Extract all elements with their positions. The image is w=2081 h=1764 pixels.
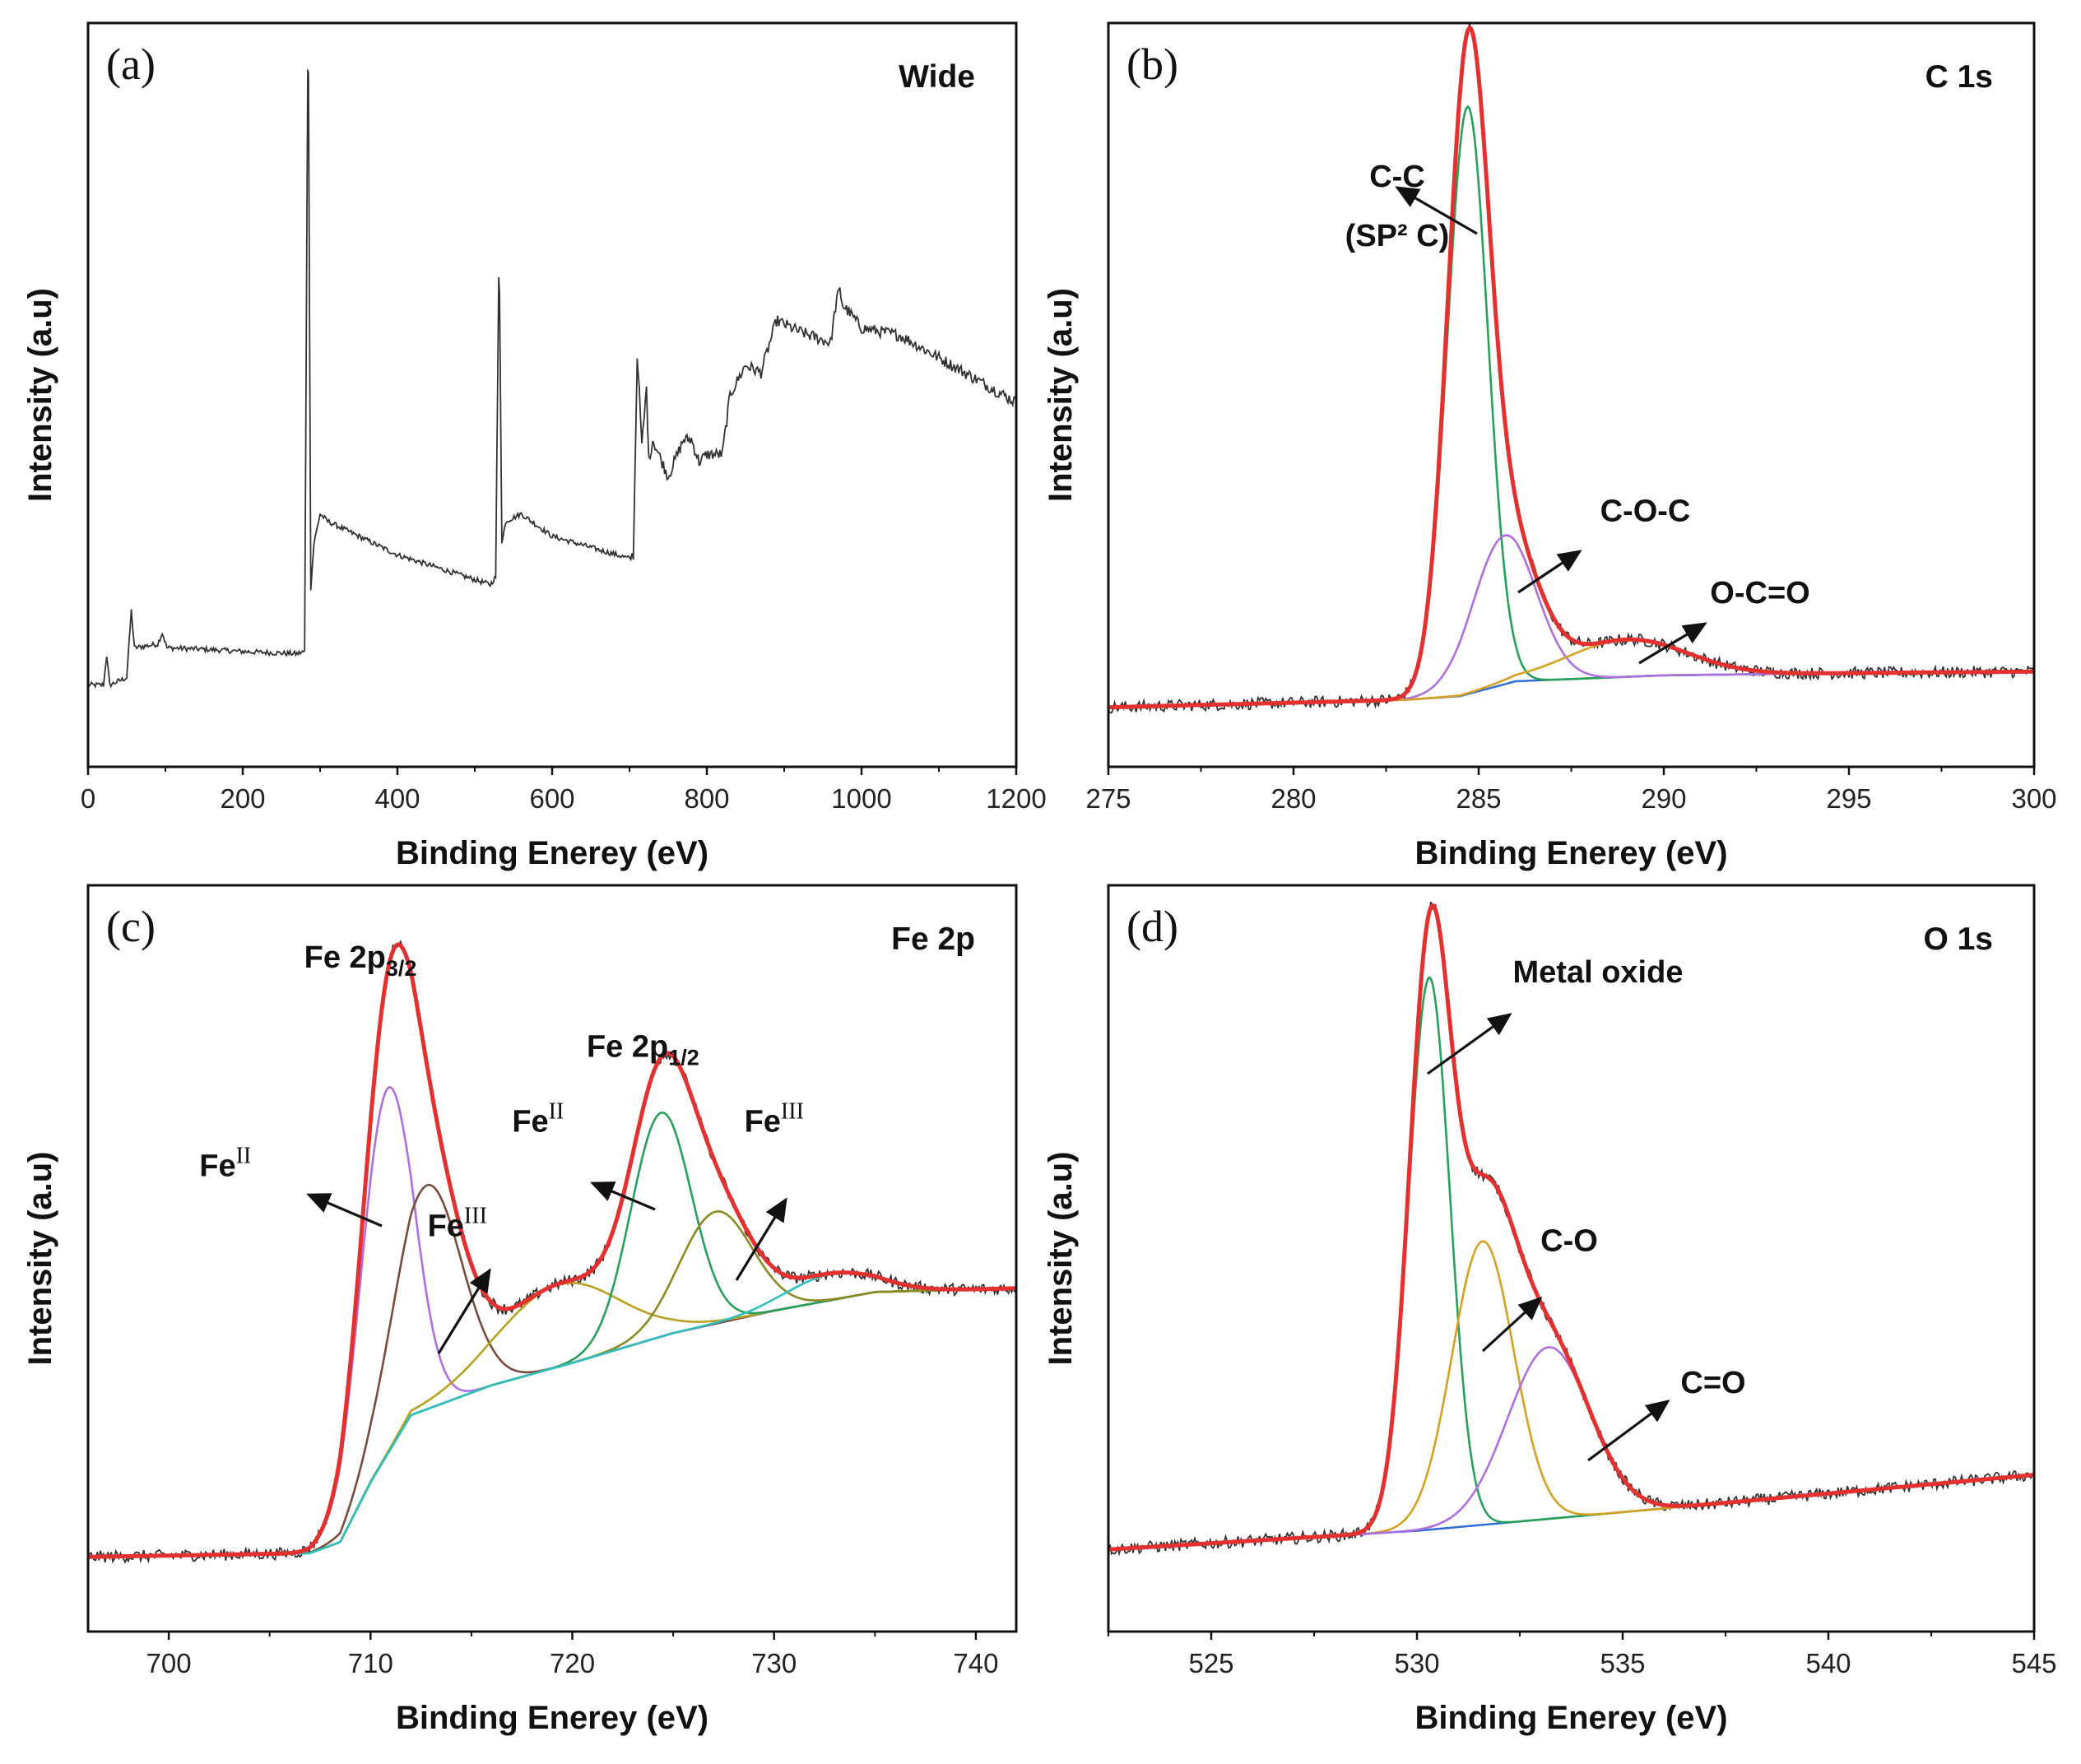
x-tick-label: 545 bbox=[2011, 1648, 2056, 1678]
envelope-line bbox=[1108, 25, 2034, 710]
component-peak-1 bbox=[88, 1183, 1016, 1558]
annotation-label: C=O bbox=[1680, 1366, 1745, 1400]
plot-area-a bbox=[88, 69, 1016, 689]
annotation-arrow bbox=[1587, 1400, 1670, 1462]
x-tick-label: 600 bbox=[529, 783, 574, 814]
annotation-arrow bbox=[1395, 186, 1478, 235]
chart-panel-d: 525 530 535 540 545 Binding Enerey (eV) Intens… bbox=[1043, 884, 2057, 1736]
plot-frame-a bbox=[86, 21, 1018, 768]
plot-area-c bbox=[88, 940, 1016, 1564]
annotation-arrow bbox=[306, 1193, 383, 1228]
chart-panel-a: 0 200 400 600 800 1000 1200 Binding Enerey (eV)… bbox=[22, 21, 1047, 871]
component-peak-2 bbox=[88, 1282, 1016, 1558]
x-tick-label: 720 bbox=[550, 1648, 595, 1678]
x-tick-label: 700 bbox=[146, 1648, 192, 1678]
annotation-label: FeIII bbox=[428, 1203, 487, 1243]
x-tick-label: 1000 bbox=[831, 783, 891, 814]
annotation-arrow bbox=[1638, 622, 1707, 665]
envelope-line bbox=[88, 942, 1016, 1559]
component-peak-0 bbox=[1108, 104, 2034, 708]
x-axis-title: Binding Enerey (eV) bbox=[396, 1700, 708, 1736]
x-tick-label: 1200 bbox=[986, 783, 1046, 814]
annotation-label: C-O-C bbox=[1600, 494, 1691, 529]
y-axis-title: Intensity (a.u) bbox=[22, 288, 58, 502]
x-axis-title: Binding Enerey (eV) bbox=[1414, 835, 1727, 871]
annotation-label: FeII bbox=[199, 1144, 251, 1184]
series-survey-line bbox=[88, 69, 1016, 689]
panel-title: O 1s bbox=[1923, 921, 1993, 957]
component-peak-5 bbox=[88, 1271, 1016, 1558]
component-peak-0 bbox=[1108, 976, 2034, 1551]
component-peak-1 bbox=[1108, 1240, 2034, 1551]
annotation-arrow bbox=[1517, 550, 1582, 594]
annotation-label: Metal oxide bbox=[1513, 955, 1684, 990]
panel-title: C 1s bbox=[1925, 59, 1993, 95]
x-tick-label: 535 bbox=[1600, 1648, 1645, 1678]
raw-data-line bbox=[88, 940, 1016, 1564]
x-tick-label: 290 bbox=[1641, 783, 1686, 814]
panel-title: Fe 2p bbox=[891, 921, 975, 957]
plot-area-d bbox=[1108, 901, 2034, 1557]
plot-frame-c bbox=[86, 884, 1018, 1633]
x-tick-label: 0 bbox=[81, 783, 95, 814]
panel-label: (c) bbox=[106, 902, 156, 951]
annotation-arrow bbox=[1427, 1013, 1512, 1075]
annotation-arrow bbox=[1481, 1296, 1543, 1353]
plot-area-b bbox=[1108, 23, 2034, 714]
x-tick-label: 530 bbox=[1394, 1648, 1439, 1678]
x-tick-label: 295 bbox=[1826, 783, 1871, 814]
envelope-line bbox=[1108, 903, 2034, 1552]
x-tick-label: 200 bbox=[220, 783, 265, 814]
x-tick-label: 280 bbox=[1270, 783, 1316, 814]
x-tick-label: 525 bbox=[1188, 1648, 1233, 1678]
raw-data-line bbox=[1108, 23, 2034, 714]
annotation-label: C-O bbox=[1540, 1223, 1598, 1258]
annotation-arrow bbox=[735, 1197, 787, 1281]
panel-label: (b) bbox=[1126, 39, 1178, 89]
x-tick-label: 285 bbox=[1456, 783, 1501, 814]
component-peak-4 bbox=[88, 1210, 1016, 1558]
chart-panel-b: 275 280 285 290 295 300 Binding Enerey (eV) Int… bbox=[1043, 21, 2057, 871]
y-axis-title: Intensity (a.u) bbox=[1043, 1151, 1079, 1365]
component-peak-1 bbox=[1108, 534, 2034, 708]
panel-title: Wide bbox=[899, 59, 975, 95]
x-tick-label: 400 bbox=[374, 783, 420, 814]
annotation-label: Fe 2p1/2 bbox=[587, 1030, 699, 1070]
chart-panel-c: 700 710 720 730 740 Binding Enerey (eV) Intens… bbox=[22, 884, 1018, 1736]
y-axis-title: Intensity (a.u) bbox=[22, 1151, 58, 1365]
annotation-label: O-C=O bbox=[1710, 576, 1809, 610]
x-tick-label: 800 bbox=[684, 783, 729, 814]
x-tick-label: 300 bbox=[2011, 783, 2056, 814]
panel-label: (d) bbox=[1126, 902, 1178, 951]
annotation-label: (SP² C) bbox=[1345, 219, 1450, 253]
x-tick-label: 740 bbox=[953, 1648, 998, 1678]
annotation-arrow bbox=[437, 1268, 491, 1354]
panel-label: (a) bbox=[106, 39, 156, 89]
x-tick-label: 275 bbox=[1085, 783, 1131, 814]
y-axis-title: Intensity (a.u) bbox=[1043, 288, 1079, 502]
annotation-label: Fe 2p3/2 bbox=[304, 940, 417, 981]
x-tick-label: 540 bbox=[1805, 1648, 1851, 1678]
annotation-arrow bbox=[590, 1181, 656, 1211]
annotation-label: FeIII bbox=[745, 1098, 804, 1139]
annotation-label: FeII bbox=[512, 1098, 564, 1139]
component-peak-2 bbox=[1108, 1346, 2034, 1551]
x-tick-label: 710 bbox=[348, 1648, 393, 1678]
background-line bbox=[88, 1287, 1016, 1558]
x-axis-title: Binding Enerey (eV) bbox=[396, 835, 708, 871]
x-axis-title: Binding Enerey (eV) bbox=[1414, 1700, 1727, 1736]
plot-frame-d bbox=[1107, 884, 2036, 1633]
x-tick-label: 730 bbox=[751, 1648, 797, 1678]
